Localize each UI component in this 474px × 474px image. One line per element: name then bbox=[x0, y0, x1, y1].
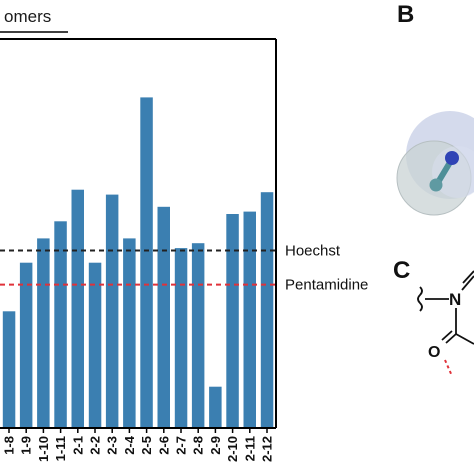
bar-2-10 bbox=[226, 214, 239, 428]
panel-c-letter: C bbox=[393, 257, 410, 284]
x-tick-label-1-11: 1-11 bbox=[53, 436, 68, 461]
ring-double-bond bbox=[462, 270, 474, 284]
carbon-atom bbox=[429, 178, 443, 192]
x-tick-label-2-8: 2-8 bbox=[191, 436, 206, 455]
reference-label-pentamidine: Pentamidine bbox=[285, 277, 368, 294]
nitrogen-atom bbox=[445, 151, 459, 165]
x-tick-label-2-12: 2-12 bbox=[260, 436, 275, 462]
bar-2-7 bbox=[174, 248, 188, 428]
x-tick-label-2-10: 2-10 bbox=[225, 436, 240, 462]
bar-1-11 bbox=[54, 221, 67, 428]
bar-2-8 bbox=[191, 243, 205, 428]
bar-2-5 bbox=[140, 97, 153, 429]
reference-label-hoechst: Hoechst bbox=[285, 243, 341, 260]
bar-2-12 bbox=[260, 192, 274, 428]
carbonyl-bond-a bbox=[445, 333, 457, 344]
x-tick-label-2-11: 2-11 bbox=[242, 436, 257, 461]
carbonyl-bond-b bbox=[441, 330, 453, 341]
bar-2-11 bbox=[243, 211, 256, 428]
x-tick-label-2-2: 2-2 bbox=[88, 436, 103, 455]
chemical-structure: N O bbox=[417, 270, 474, 377]
nitrogen-symbol: N bbox=[449, 290, 461, 309]
x-tick-label-1-10: 1-10 bbox=[36, 436, 51, 462]
ring-bond-right bbox=[455, 333, 474, 345]
x-tick-label-1-9: 1-9 bbox=[19, 436, 34, 455]
bar-2-2 bbox=[88, 262, 102, 428]
bar-2-1 bbox=[71, 189, 84, 428]
x-tick-label-2-4: 2-4 bbox=[122, 435, 137, 455]
molecule-sphere-inner bbox=[432, 146, 474, 198]
x-tick-label-2-1: 2-1 bbox=[70, 436, 85, 455]
molecule-sphere-model bbox=[396, 111, 474, 216]
oxygen-symbol: O bbox=[428, 344, 440, 361]
bar-2-6 bbox=[157, 206, 170, 428]
hydrogen-bond-dash bbox=[444, 359, 453, 377]
bar-2-4 bbox=[123, 238, 136, 428]
x-tick-label-2-7: 2-7 bbox=[174, 436, 189, 455]
bar-2-3 bbox=[105, 194, 119, 428]
x-tick-label-1-8: 1-8 bbox=[2, 436, 17, 455]
bar-2-9 bbox=[209, 386, 222, 428]
x-tick-label-2-3: 2-3 bbox=[105, 436, 120, 455]
x-tick-label-2-6: 2-6 bbox=[156, 436, 171, 455]
x-tick-label-2-5: 2-5 bbox=[139, 436, 154, 455]
ring-bond-upper bbox=[461, 275, 474, 291]
panel-b-letter: B bbox=[397, 1, 414, 28]
bar-1-10 bbox=[37, 238, 50, 428]
bar-1-8 bbox=[2, 311, 16, 428]
wavy-bond bbox=[417, 286, 423, 312]
x-tick-label-2-9: 2-9 bbox=[208, 436, 223, 455]
bar-1-9 bbox=[19, 262, 33, 428]
panel-a-header-text: omers bbox=[4, 7, 51, 26]
